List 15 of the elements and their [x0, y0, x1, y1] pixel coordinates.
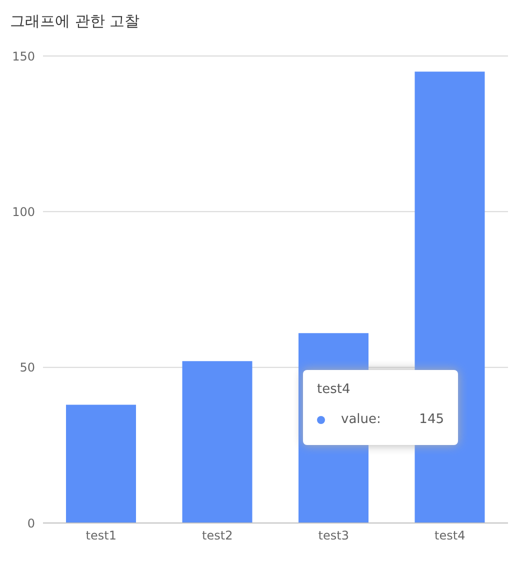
- x-tick-label: test2: [202, 528, 233, 543]
- bar: [182, 361, 252, 523]
- y-tick-label: 50: [20, 360, 35, 375]
- annotation: value:: [341, 412, 381, 427]
- x-tick-label: test3: [318, 528, 349, 543]
- y-tick-label: 100: [12, 204, 35, 219]
- chart-title: 그래프에 관한 고찰: [10, 12, 140, 31]
- bar: [66, 404, 136, 523]
- x-tick-label: test4: [434, 528, 466, 543]
- y-tick-label: 150: [12, 49, 35, 64]
- y-tick-label: 0: [27, 516, 35, 530]
- tooltip-box: test4 value: 145: [303, 370, 458, 445]
- annotation: test4: [317, 382, 350, 397]
- annotation: 145: [419, 412, 444, 427]
- x-tick-label: test1: [86, 528, 116, 543]
